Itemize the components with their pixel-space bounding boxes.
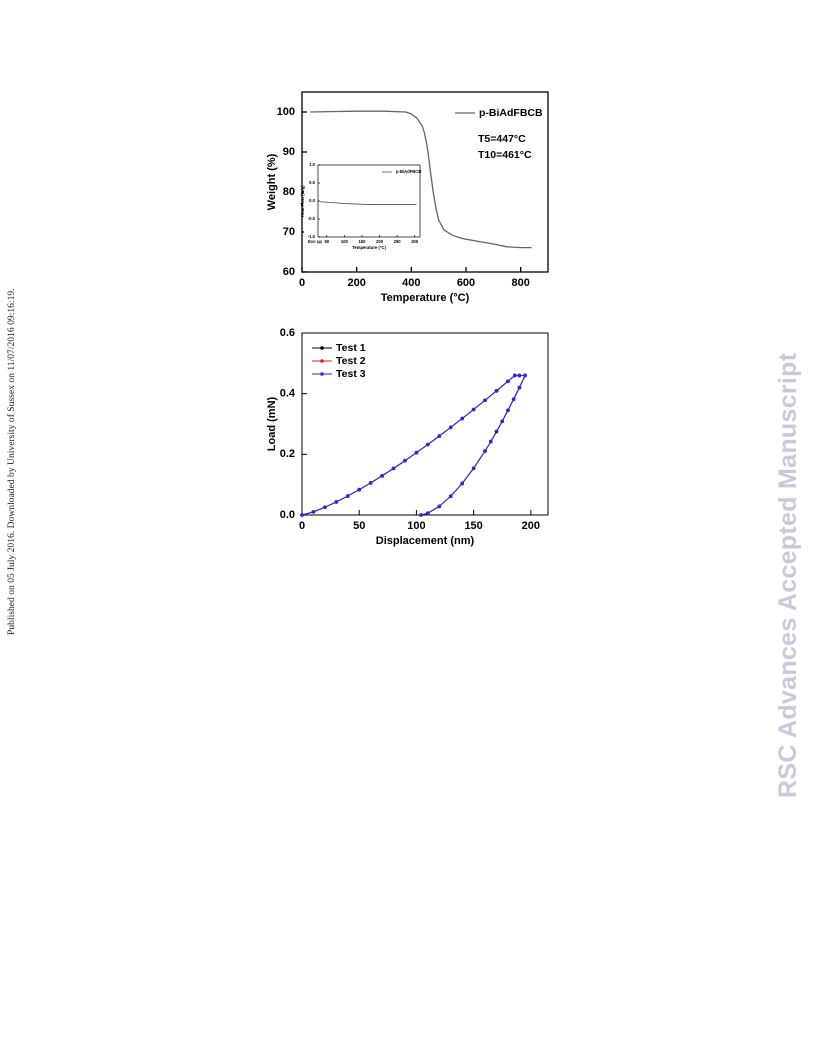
annotation: Exo up [308, 239, 322, 244]
data-point [437, 504, 442, 509]
y-tick-label: 90 [283, 146, 295, 158]
legend-label: Test 1 [336, 342, 366, 354]
x-tick-label: 0 [299, 520, 305, 532]
y-axis-label: Heat Flow (W/g) [300, 185, 305, 217]
legend-marker [320, 359, 324, 363]
data-point [357, 487, 362, 492]
data-point [448, 425, 453, 430]
series-line [301, 374, 526, 516]
y-tick-label: 0.2 [280, 448, 295, 460]
x-tick-label: 100 [407, 520, 425, 532]
data-point [488, 439, 493, 444]
x-tick-label: 0 [299, 277, 305, 289]
data-point [494, 389, 499, 393]
x-tick-label: 250 [394, 239, 402, 244]
x-tick-label: 150 [358, 239, 366, 244]
data-point [513, 373, 517, 378]
plot-frame [301, 91, 549, 273]
data-point [311, 510, 316, 514]
data-point [380, 474, 384, 478]
data-point [419, 513, 423, 517]
x-tick-label: 400 [402, 277, 420, 289]
series-line [301, 374, 526, 516]
x-tick-label: 600 [457, 277, 475, 289]
y-tick-label: 100 [277, 106, 295, 118]
legend-marker [320, 346, 324, 350]
plot-frame [301, 332, 549, 516]
data-point [300, 513, 304, 517]
data-point [494, 429, 499, 434]
data-point [426, 442, 430, 447]
data-point [334, 500, 339, 504]
data-point [517, 373, 522, 378]
legend-label: p-BiAdFBCB [396, 169, 421, 174]
y-tick-label: 0.4 [280, 388, 296, 400]
legend-label: p-BiAdFBCB [479, 107, 543, 119]
x-axis-label: Temperature (°C) [352, 245, 386, 250]
legend-marker [320, 372, 324, 376]
series-line [310, 110, 532, 249]
x-tick-label: 100 [341, 239, 349, 244]
x-tick-label: 50 [324, 239, 329, 244]
y-axis-label: Load (mN) [266, 396, 278, 451]
y-tick-label: 0.6 [280, 327, 295, 339]
inset-background [304, 161, 424, 249]
data-point [437, 434, 442, 438]
x-tick-label: 200 [347, 277, 365, 289]
data-point [511, 397, 516, 401]
data-point [500, 419, 505, 424]
data-point [506, 379, 510, 384]
legend-label: Test 3 [336, 368, 366, 380]
data-point [506, 408, 510, 413]
x-axis-label: Displacement (nm) [376, 535, 475, 547]
data-point [483, 449, 487, 453]
data-point [460, 416, 464, 421]
y-tick-label: -1.0 [308, 234, 316, 239]
legend-label: Test 2 [336, 355, 366, 367]
x-tick-label: 200 [522, 520, 540, 532]
annotation: T10=461°C [478, 149, 532, 161]
data-point [345, 494, 350, 498]
data-point [523, 373, 527, 378]
y-axis-label: Weight (%) [266, 153, 278, 210]
data-point [471, 466, 476, 471]
data-point [323, 505, 327, 510]
data-point [426, 511, 430, 515]
data-point [448, 494, 453, 498]
annotation: T5=447°C [478, 133, 526, 145]
data-point [471, 407, 476, 412]
y-tick-label: 70 [283, 226, 295, 238]
y-tick-label: 0.0 [280, 509, 295, 521]
data-point [391, 466, 396, 471]
y-tick-label: 0.0 [309, 198, 315, 203]
y-tick-label: 80 [283, 186, 295, 198]
x-tick-label: 800 [511, 277, 529, 289]
x-tick-label: 300 [411, 239, 419, 244]
y-tick-label: 1.0 [309, 162, 315, 167]
y-tick-label: 60 [283, 266, 295, 278]
y-tick-label: 0.5 [309, 180, 315, 185]
data-point [403, 458, 407, 463]
data-point [368, 481, 373, 485]
data-point [414, 450, 419, 455]
y-tick-label: -0.5 [308, 216, 316, 221]
data-point [517, 385, 522, 390]
x-axis-label: Temperature (°C) [381, 292, 470, 304]
series-line [319, 201, 417, 205]
data-point [483, 398, 487, 403]
x-tick-label: 50 [353, 520, 365, 532]
data-point [460, 481, 464, 486]
x-tick-label: 150 [464, 520, 482, 532]
x-tick-label: 200 [376, 239, 384, 244]
series-line [301, 374, 526, 516]
